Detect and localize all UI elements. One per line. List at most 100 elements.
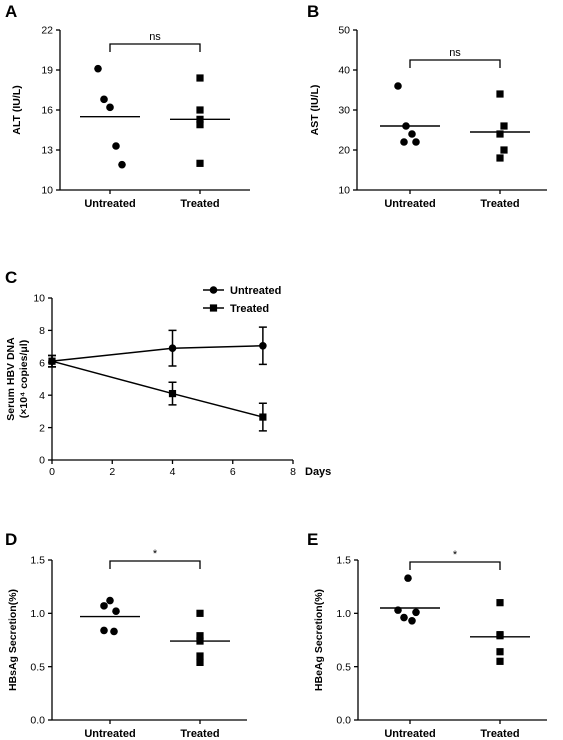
panel-a-treated-point — [196, 121, 204, 129]
panel-c-treated-point — [48, 357, 56, 365]
panel-a-ytick-label: 16 — [41, 105, 53, 117]
panel-d-treated-point — [196, 609, 204, 617]
panel-b-ytick-label: 20 — [338, 145, 350, 157]
panel-a-letter: A — [5, 2, 17, 21]
panel-e-ytick-label: 0.5 — [336, 661, 351, 673]
panel-a-treated-point — [196, 74, 204, 82]
panel-e-significance-label: * — [453, 549, 458, 561]
panel-b-ytick-label: 50 — [338, 25, 350, 37]
panel-c-ytick-label: 10 — [33, 293, 45, 305]
panel-b-y-label: AST (IU/L) — [309, 85, 321, 136]
panel-a-category-label: Untreated — [84, 198, 135, 210]
panel-c-treated-point — [168, 389, 177, 398]
panel-a-untreated-point — [112, 142, 120, 150]
panel-a-untreated-point — [118, 160, 126, 169]
panel-d-untreated-point — [100, 602, 108, 610]
panel-e-treated-point — [496, 632, 504, 640]
panel-d-treated-point — [196, 658, 204, 666]
panel-c-ytick-label: 6 — [39, 358, 45, 370]
panel-b-untreated-point — [400, 138, 408, 146]
panel-a-significance-label: ns — [149, 31, 161, 43]
panel-d-treated-point — [196, 652, 204, 660]
panel-b-treated-point — [496, 90, 504, 98]
panel-a-untreated-point — [94, 64, 102, 73]
panel-c-ytick-label: 8 — [39, 325, 45, 337]
panel-e-untreated-point — [412, 608, 420, 617]
panel-d-treated-point — [196, 632, 204, 640]
panel-d-untreated-point — [112, 607, 120, 615]
panel-b-significance-label: ns — [449, 47, 461, 59]
panel-c-untreated-line — [51, 345, 263, 362]
panel-e-category-label: Untreated — [384, 728, 435, 740]
panel-a-ytick-label: 22 — [41, 25, 53, 37]
panel-c-treated-legend-marker — [209, 304, 218, 312]
panel-a-category-label: Treated — [180, 198, 219, 210]
panel-d-ytick-label: 0.0 — [30, 715, 45, 727]
panel-c-y-label-units: (×10⁴ copies/μl) — [18, 340, 30, 418]
panel-e-treated-point — [496, 648, 504, 656]
panel-a-untreated-point — [100, 95, 108, 104]
panel-b-letter: B — [307, 2, 319, 21]
panel-e-ytick-label: 0.0 — [336, 715, 351, 727]
panel-b-treated-point — [496, 130, 504, 138]
panel-d-ytick-label: 1.5 — [30, 555, 45, 567]
panel-b-ytick-label: 40 — [338, 65, 350, 77]
panel-e-letter: E — [307, 530, 318, 549]
panel-d-letter: D — [5, 530, 17, 549]
panel-e-ytick-label: 1.5 — [336, 555, 351, 567]
panel-c-untreated-point — [259, 341, 267, 350]
panel-a-ytick-label: 19 — [41, 65, 53, 77]
panel-c-y-label: Serum HBV DNA — [5, 337, 17, 421]
panel-e-untreated-point — [408, 617, 416, 625]
panel-a-treated-point — [196, 159, 204, 167]
panel-d-significance-label: * — [153, 548, 158, 560]
panel-b-ytick-label: 10 — [338, 185, 350, 197]
panel-b-untreated-point — [394, 82, 402, 90]
panel-c-treated-line — [51, 360, 264, 418]
panel-a-y-label: ALT (IU/L) — [11, 85, 23, 134]
panel-c-xtick-label: 4 — [170, 466, 176, 478]
panel-b-category-label: Untreated — [384, 198, 435, 210]
panel-b-treated-point — [500, 146, 508, 154]
panel-d-ytick-label: 0.5 — [30, 661, 45, 673]
panel-e-treated-point — [496, 657, 504, 665]
panel-b-untreated-point — [412, 138, 420, 146]
panel-e-category-label: Treated — [480, 728, 519, 740]
panel-d-significance-bracket — [109, 560, 201, 569]
panel-a-significance-bracket — [109, 43, 201, 52]
panel-c-ytick-label: 2 — [39, 422, 45, 434]
panel-d-y-label: HBsAg Secretion(%) — [7, 589, 19, 691]
panel-b-category-label: Treated — [480, 198, 519, 210]
panel-c-x-label: Days — [305, 466, 331, 478]
panel-c-untreated-legend-marker — [209, 286, 218, 294]
panel-c-treated-legend-label: Treated — [230, 303, 269, 315]
panel-a-ytick-label: 10 — [41, 185, 53, 197]
panel-e-treated-point — [496, 599, 504, 607]
panel-d-category-label: Treated — [180, 728, 219, 740]
panel-d-untreated-point — [110, 627, 118, 636]
panel-e-y-label: HBeAg Secretion(%) — [313, 589, 325, 691]
panel-b-treated-point — [496, 154, 504, 162]
panel-c-letter: C — [5, 268, 17, 287]
panel-e-untreated-point — [404, 574, 412, 582]
panel-d-untreated-point — [106, 596, 114, 605]
panel-e-ytick-label: 1.0 — [336, 608, 351, 620]
panel-b-untreated-point — [408, 130, 416, 138]
panel-c-ytick-label: 4 — [39, 390, 45, 402]
panel-b-treated-point — [500, 122, 508, 130]
panel-c-xtick-label: 0 — [49, 466, 55, 478]
panel-c-untreated-point — [168, 344, 177, 353]
panel-e-untreated-point — [400, 613, 408, 622]
panel-a-treated-point — [196, 106, 204, 114]
panel-b-ytick-label: 30 — [338, 105, 350, 117]
panel-c-xtick-label: 6 — [230, 466, 236, 478]
panel-d-ytick-label: 1.0 — [30, 608, 45, 620]
panel-c-treated-point — [259, 413, 267, 421]
panel-c-ytick-label: 0 — [39, 455, 45, 467]
panel-a-ytick-label: 13 — [41, 145, 53, 157]
panel-b-significance-bracket — [409, 59, 501, 68]
panel-c-xtick-label: 2 — [109, 466, 115, 478]
panel-d-untreated-point — [100, 626, 108, 635]
panel-c-xtick-label: 8 — [290, 466, 296, 478]
